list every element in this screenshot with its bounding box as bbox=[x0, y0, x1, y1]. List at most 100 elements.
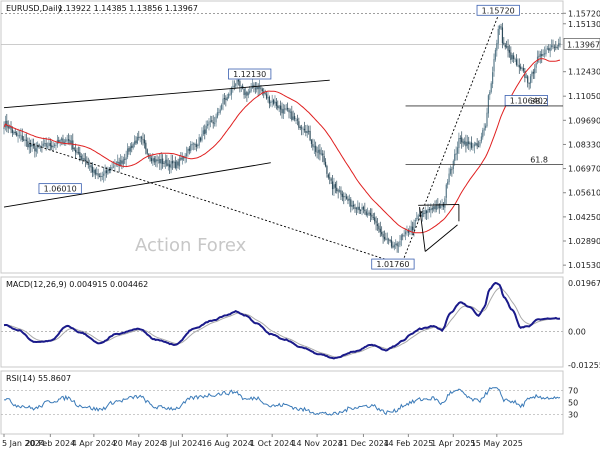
candle-body bbox=[324, 161, 327, 167]
candle-body bbox=[176, 161, 178, 169]
candle-body bbox=[557, 43, 560, 47]
candle-body bbox=[511, 55, 513, 60]
swing-label-text: 1.15720 bbox=[482, 6, 515, 15]
candle-body bbox=[541, 54, 543, 57]
candle-body bbox=[532, 71, 534, 74]
candle-body bbox=[69, 140, 71, 144]
candle-body bbox=[104, 170, 106, 174]
candle-body bbox=[211, 120, 213, 122]
candle-body bbox=[358, 206, 360, 211]
candle-body bbox=[96, 173, 98, 175]
candle-body bbox=[330, 178, 332, 181]
macd-title: MACD(12,26,9) 0.004915 0.004462 bbox=[6, 280, 148, 289]
candle-body bbox=[124, 158, 126, 160]
candle-body bbox=[390, 240, 393, 247]
candle-body bbox=[209, 120, 211, 122]
candle-body bbox=[204, 129, 206, 135]
candle-body bbox=[407, 230, 409, 233]
candle-body bbox=[374, 217, 376, 222]
candle-body bbox=[365, 211, 367, 215]
candle-body bbox=[173, 161, 175, 163]
candle-body bbox=[539, 53, 541, 57]
candle-body bbox=[433, 206, 435, 210]
candle-body bbox=[60, 138, 63, 141]
candle-body bbox=[197, 144, 199, 147]
candle-body bbox=[521, 68, 523, 70]
candle-body bbox=[486, 112, 488, 127]
candle-body bbox=[312, 144, 314, 147]
candle-body bbox=[506, 46, 508, 48]
candle-body bbox=[9, 126, 11, 128]
swing-label-box bbox=[38, 183, 82, 195]
candle-body bbox=[228, 94, 230, 98]
candle-body bbox=[119, 159, 122, 166]
x-tick-label: 15 May 2025 bbox=[471, 439, 523, 448]
swing-label: 1.10640 bbox=[504, 95, 548, 106]
candle-body bbox=[235, 84, 237, 86]
candle-body bbox=[10, 126, 12, 130]
candle-body bbox=[287, 107, 289, 110]
candle-body bbox=[166, 159, 168, 166]
candle-body bbox=[236, 80, 238, 85]
swing-label-text: 1.06010 bbox=[44, 185, 77, 194]
candle-body bbox=[331, 181, 334, 190]
candle-body bbox=[520, 66, 522, 69]
candle-body bbox=[410, 226, 412, 232]
x-tick-label: 4 Apr 2024 bbox=[72, 439, 116, 448]
candle-body bbox=[177, 161, 179, 166]
rsi-title: RSI(14) 55.8607 bbox=[6, 374, 71, 383]
candle-body bbox=[270, 102, 272, 103]
candle-body bbox=[501, 27, 504, 44]
candle-body bbox=[153, 157, 155, 163]
candle-body bbox=[518, 65, 520, 68]
candle-body bbox=[447, 181, 449, 185]
candle-body bbox=[257, 86, 259, 90]
candle-body bbox=[142, 139, 144, 141]
candle-body bbox=[222, 98, 224, 105]
candle-body bbox=[472, 146, 474, 148]
moving-average-line bbox=[3, 58, 561, 234]
candle-body bbox=[528, 83, 530, 84]
candle-body bbox=[538, 55, 540, 57]
candle-body bbox=[133, 141, 136, 145]
candle-body bbox=[281, 108, 283, 114]
candle-body bbox=[150, 158, 153, 162]
candle-body bbox=[226, 97, 228, 101]
candle-body bbox=[548, 48, 550, 51]
candle-body bbox=[292, 116, 294, 120]
candle-body bbox=[440, 205, 442, 208]
candle-body bbox=[246, 91, 248, 96]
candle-body bbox=[254, 88, 256, 90]
candle-body bbox=[185, 153, 188, 157]
candle-body bbox=[545, 49, 547, 55]
candle-body bbox=[479, 142, 481, 146]
candle-body bbox=[556, 46, 558, 48]
rsi-y-tick-label: 30 bbox=[568, 410, 578, 419]
y-tick-label: 1.05610 bbox=[568, 189, 600, 198]
candle-body bbox=[445, 184, 447, 198]
candle-body bbox=[371, 214, 373, 217]
candle-body bbox=[264, 92, 266, 94]
candle-body bbox=[525, 76, 527, 78]
candle-body bbox=[406, 230, 408, 232]
candle-body bbox=[316, 151, 318, 153]
candle-body bbox=[507, 46, 509, 51]
candle-body bbox=[105, 170, 108, 173]
candle-body bbox=[187, 148, 189, 154]
candle-body bbox=[470, 142, 473, 148]
falling-dotted-trendline bbox=[29, 142, 387, 260]
candle-body bbox=[490, 83, 492, 93]
candle-body bbox=[361, 206, 363, 210]
candle-body bbox=[103, 173, 105, 176]
candle-body bbox=[107, 169, 109, 174]
candle-body bbox=[3, 127, 5, 130]
candle-body bbox=[465, 141, 467, 147]
candle-body bbox=[402, 235, 404, 237]
candle-body bbox=[94, 169, 96, 175]
candle-body bbox=[462, 141, 464, 144]
candle-body bbox=[118, 161, 120, 167]
candle-body bbox=[448, 173, 450, 183]
candle-body bbox=[414, 220, 416, 222]
candle-body bbox=[294, 116, 296, 120]
